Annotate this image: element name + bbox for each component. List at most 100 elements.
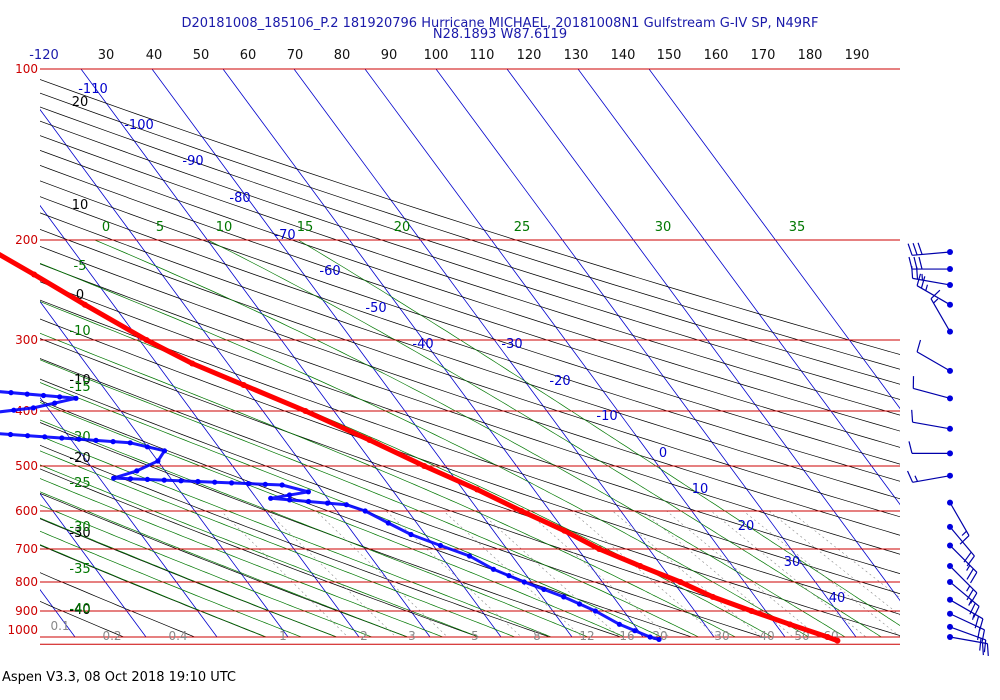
temperature-point <box>748 608 755 615</box>
top-tick-label: 40 <box>146 48 163 63</box>
moist-adiabat-label: -25 <box>69 476 90 491</box>
isotherm-line <box>293 69 715 637</box>
temperature-point <box>824 634 831 640</box>
dry-adiabat-line <box>40 196 900 482</box>
moist-adiabat-line <box>94 239 846 637</box>
wind-barb <box>947 623 987 653</box>
temperature-point <box>189 360 196 367</box>
dry-adiabat-line <box>40 229 900 518</box>
wind-barb-station-dot <box>947 542 953 549</box>
moist-adiabat-line <box>298 239 900 626</box>
moist-adiabat-label: -5 <box>74 259 87 274</box>
isotherm-label: -20 <box>549 374 570 389</box>
mixing-ratio-label: 1 <box>279 629 287 643</box>
isotherm-line <box>648 69 900 410</box>
pressure-tick-label: 200 <box>15 233 38 247</box>
temperature-point <box>561 527 568 534</box>
wind-barb-station-dot <box>947 328 953 335</box>
wind-barb-station-dot <box>947 499 953 506</box>
dry-adiabat-line <box>40 149 900 432</box>
top-tick-label: 90 <box>381 48 398 63</box>
isotherm-label: 30 <box>784 555 801 570</box>
mixing-ratio-label: 0.4 <box>168 629 187 643</box>
moist-adiabat-line <box>40 450 516 637</box>
wind-barb-station-dot <box>947 425 953 432</box>
top-tick-label: 190 <box>845 48 870 63</box>
diagram-lines <box>0 56 900 649</box>
wind-barb-station-dot <box>947 610 953 617</box>
chart-title: D20181008_185106_P.2 181920796 Hurricane… <box>181 16 819 31</box>
isotherm-label: 40 <box>829 591 846 606</box>
dry-adiabat-line <box>40 299 900 595</box>
isotherm-line <box>435 69 857 637</box>
wind-barb <box>908 441 953 457</box>
dewpoint-point <box>656 636 662 643</box>
temperature-point <box>302 407 309 414</box>
isotherm-label: 0 <box>659 446 667 461</box>
wind-barb <box>911 409 953 432</box>
temperature-line <box>0 252 840 644</box>
wind-barb-station-dot <box>947 450 953 457</box>
pressure-tick-label: 800 <box>15 575 38 589</box>
pressure-tick-label: 900 <box>15 604 38 618</box>
mixing-ratio-label: 12 <box>579 629 594 643</box>
temperature-point <box>366 437 373 444</box>
temperature-point <box>518 507 525 514</box>
mixing-ratio-line <box>478 510 621 637</box>
moist-adiabat-line <box>40 517 338 637</box>
wind-barb <box>912 376 953 402</box>
dry-adiabat-line <box>40 492 409 637</box>
wind-barb-station-dot <box>947 578 953 585</box>
temperature-point <box>596 546 603 553</box>
dry-adiabat-line <box>40 422 622 637</box>
pressure-tick-label: 600 <box>15 504 38 518</box>
moist-adiabat-line <box>40 262 810 637</box>
dry-adiabat-line <box>40 180 900 465</box>
moist-adiabat-line <box>40 301 773 637</box>
isotherm-label: -60 <box>319 264 340 279</box>
isotherm-label: -50 <box>365 301 386 316</box>
wind-barb <box>908 256 953 273</box>
moist-adiabat-line <box>40 419 589 637</box>
wind-barb <box>947 499 970 545</box>
wind-barb-station-dot <box>947 563 953 570</box>
moist-adiabat-label: 20 <box>394 220 411 235</box>
isotherm-line <box>40 108 431 637</box>
wind-barb-station-dot <box>947 301 953 308</box>
moist-adiabat-line <box>207 239 883 637</box>
mixing-ratio-line <box>768 510 900 616</box>
isotherm-line <box>0 56 13 649</box>
moist-adiabat-label: -10 <box>69 324 90 339</box>
isotherm-label: -10 <box>596 409 617 424</box>
moist-adiabat-line <box>40 401 626 637</box>
dry-adiabat-line <box>40 106 900 385</box>
isotherm-label: -110 <box>78 82 108 97</box>
isotherm-line <box>40 492 147 637</box>
top-tick-label: 170 <box>751 48 776 63</box>
dry-adiabat-label: 20 <box>72 95 89 110</box>
pressure-tick-label: 500 <box>15 459 38 473</box>
dry-adiabat-line <box>40 572 196 637</box>
wind-barb-station-dot <box>947 523 953 530</box>
mixing-ratio-line <box>220 510 349 637</box>
temperature-point <box>31 271 38 278</box>
wind-barb <box>906 470 953 483</box>
temperature-series <box>0 252 841 644</box>
temperature-point <box>637 563 644 570</box>
moist-adiabat-label: 30 <box>655 220 672 235</box>
dry-adiabat-line <box>40 212 900 500</box>
wind-barb <box>947 610 986 643</box>
moist-adiabat-label: -30 <box>69 520 90 535</box>
wind-barb <box>916 273 953 308</box>
wind-barb <box>930 289 953 335</box>
mixing-ratio-label: 30 <box>714 629 729 643</box>
moist-adiabat-label: -40 <box>69 602 90 617</box>
mixing-ratio-line <box>266 510 397 637</box>
moist-adiabat-line <box>40 544 268 637</box>
top-tick-label: 110 <box>470 48 495 63</box>
footer-text: Aspen V3.3, 08 Oct 2018 19:10 UTC <box>2 670 236 685</box>
dry-adiabat-line <box>40 79 900 355</box>
mixing-ratio-label: 0.2 <box>102 629 121 643</box>
wind-barb-station-dot <box>947 634 953 640</box>
